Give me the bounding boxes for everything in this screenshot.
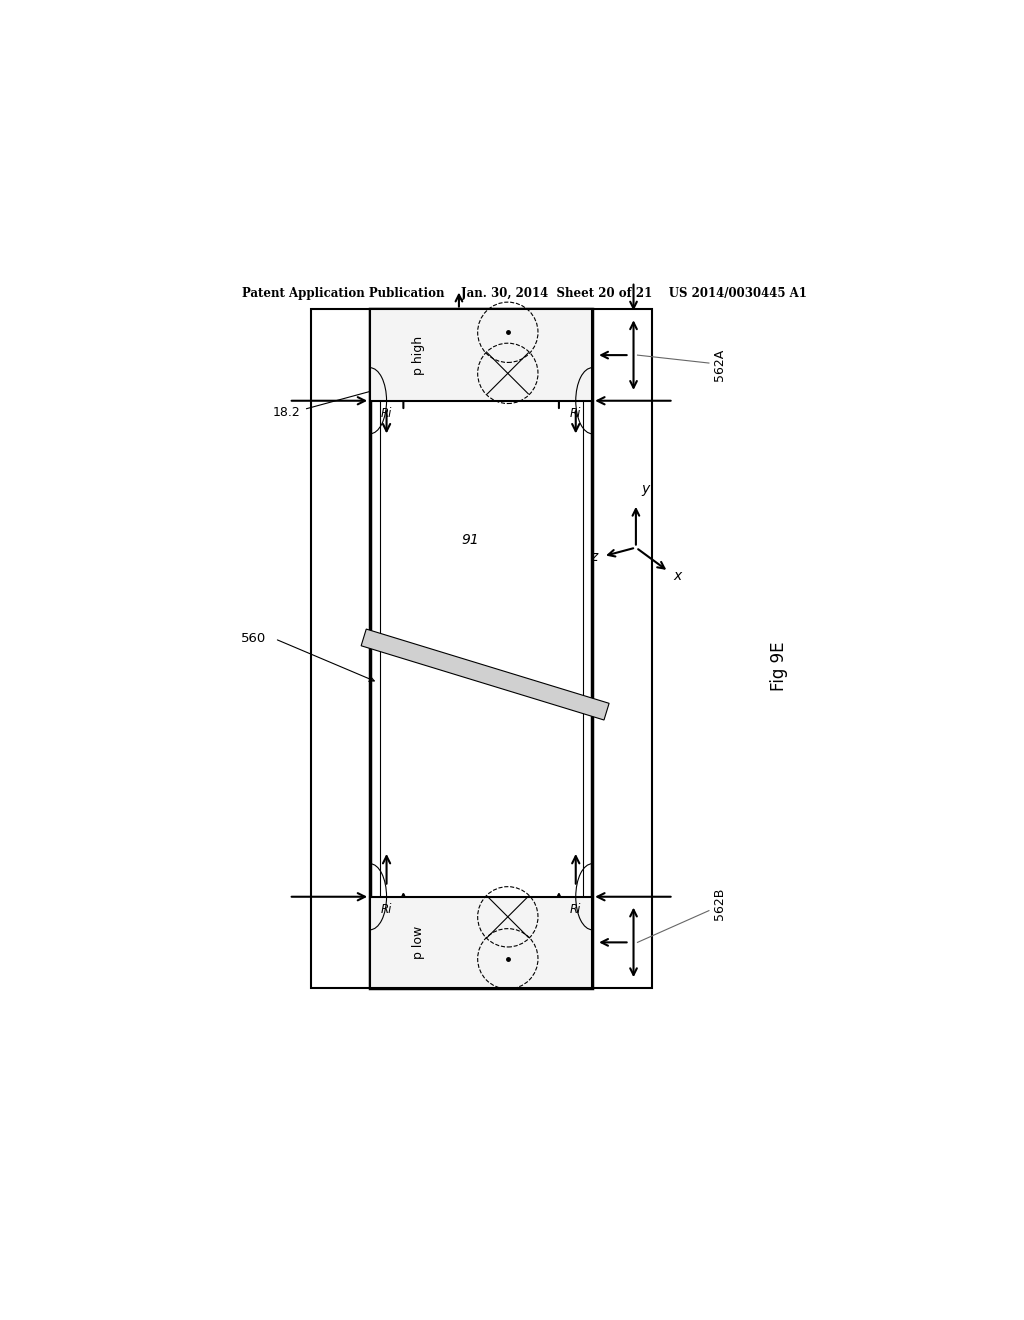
Text: 92: 92	[384, 363, 400, 375]
Polygon shape	[361, 630, 609, 719]
Text: Ri: Ri	[381, 407, 392, 420]
Text: 18.1: 18.1	[450, 325, 477, 338]
Text: 91: 91	[462, 380, 478, 393]
Text: p high: p high	[413, 335, 425, 375]
Text: 560: 560	[241, 632, 266, 645]
Text: x: x	[673, 569, 681, 583]
Bar	[370, 309, 592, 401]
Bar	[310, 309, 652, 987]
Bar	[370, 896, 592, 987]
Text: Fig 9E: Fig 9E	[770, 642, 787, 692]
Text: 562A: 562A	[713, 348, 726, 380]
Bar	[380, 319, 583, 978]
Text: Patent Application Publication    Jan. 30, 2014  Sheet 20 of 21    US 2014/00304: Patent Application Publication Jan. 30, …	[243, 288, 807, 300]
Text: Ri: Ri	[570, 903, 582, 916]
Text: p low: p low	[413, 925, 425, 960]
Text: Ri: Ri	[381, 903, 392, 916]
Text: 91: 91	[461, 533, 479, 546]
Text: Ri: Ri	[570, 407, 582, 420]
Text: 562B: 562B	[713, 888, 726, 920]
Text: z: z	[590, 550, 597, 564]
Text: 18.2: 18.2	[272, 407, 301, 420]
Bar	[370, 309, 592, 987]
Text: y: y	[641, 482, 649, 496]
